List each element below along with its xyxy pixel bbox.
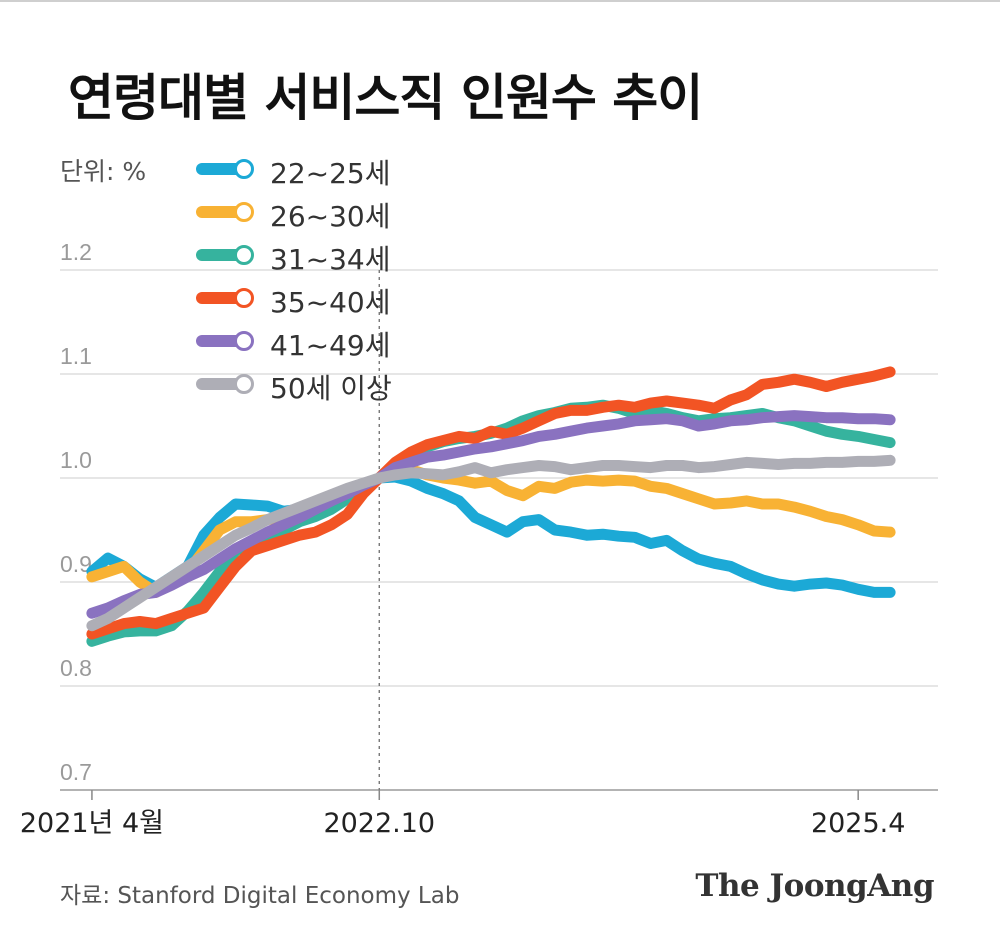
legend-swatch xyxy=(196,378,242,390)
legend-item: 35~40세 xyxy=(196,279,426,322)
legend-item: 31~34세 xyxy=(196,236,426,279)
y-tick-label: 0.8 xyxy=(60,655,92,681)
y-tick-label: 1.1 xyxy=(60,343,92,369)
legend-marker xyxy=(234,288,254,308)
brand-logo: The JoongAng xyxy=(695,868,934,904)
legend-swatch xyxy=(196,249,242,261)
y-tick-label: 0.7 xyxy=(60,759,92,785)
x-tick-label: 2022.10 xyxy=(323,808,435,839)
legend: 22~25세 26~30세 31~34세 35~40세 41~49세 50세 이상 xyxy=(196,150,426,408)
chart-title: 연령대별 서비스직 인원수 추이 xyxy=(68,69,703,127)
legend-label: 35~40세 xyxy=(270,286,391,319)
x-tick-label: 2025.4 xyxy=(811,808,905,839)
y-tick-label: 1.2 xyxy=(60,239,92,265)
y-tick-label: 1.0 xyxy=(60,447,92,473)
legend-marker xyxy=(234,202,254,222)
legend-swatch xyxy=(196,292,242,304)
source-note: 자료: Stanford Digital Economy Lab xyxy=(60,883,460,909)
legend-marker xyxy=(234,374,254,394)
series-line-4 xyxy=(86,366,896,640)
unit-label: 단위: % xyxy=(60,157,147,186)
legend-label: 26~30세 xyxy=(270,200,391,233)
legend-item: 26~30세 xyxy=(196,193,426,236)
legend-swatch xyxy=(196,206,242,218)
legend-marker xyxy=(234,159,254,179)
legend-label: 22~25세 xyxy=(270,157,391,190)
legend-label: 50세 이상 xyxy=(270,372,392,405)
legend-item: 50세 이상 xyxy=(196,365,426,408)
legend-label: 41~49세 xyxy=(270,329,391,362)
series-line-2 xyxy=(86,464,896,598)
legend-item: 22~25세 xyxy=(196,150,426,193)
legend-swatch xyxy=(196,163,242,175)
legend-swatch xyxy=(196,335,242,347)
top-rule xyxy=(0,0,1000,2)
x-tick-label: 2021년 4월 xyxy=(20,808,164,839)
legend-marker xyxy=(234,331,254,351)
legend-label: 31~34세 xyxy=(270,243,391,276)
series-line-5 xyxy=(86,410,896,619)
series-line-1 xyxy=(86,471,896,598)
legend-item: 41~49세 xyxy=(196,322,426,365)
series-line-6 xyxy=(86,454,896,632)
legend-marker xyxy=(234,245,254,265)
